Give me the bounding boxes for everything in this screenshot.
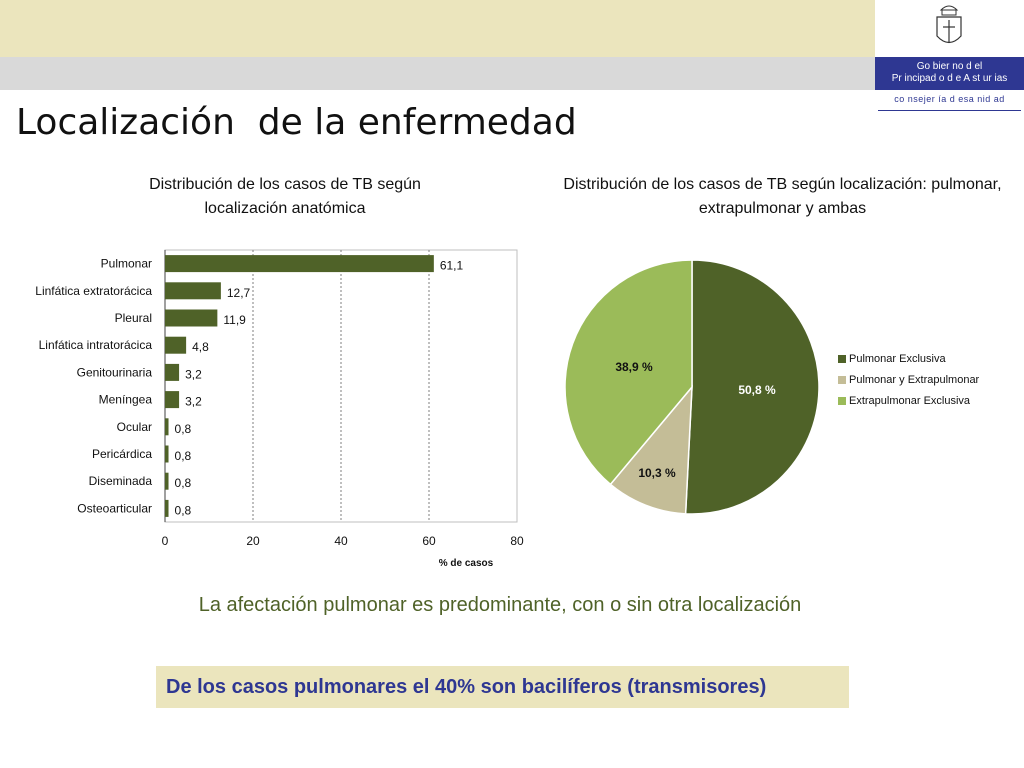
consejeria-label: co nsejer ía d esa nid ad	[894, 94, 1005, 104]
pie-legend: Pulmonar Exclusiva Pulmonar y Extrapulmon…	[838, 348, 979, 411]
bar-category-label: Linfática intratorácica	[39, 338, 153, 352]
bar-value-label: 0,8	[175, 449, 192, 463]
bar	[165, 445, 169, 463]
bar	[165, 472, 169, 490]
bar	[165, 255, 434, 273]
header-band	[0, 0, 875, 57]
bar-value-label: 3,2	[185, 367, 202, 381]
bar-x-tick-label: 60	[422, 534, 436, 548]
bar-x-axis-label: % de casos	[439, 558, 494, 569]
page-title: Localización de la enfermedad	[16, 102, 577, 143]
bar	[165, 282, 221, 300]
government-line-2: Pr incipad o d e A st ur ias	[891, 73, 1008, 84]
pie-slice-label: 50,8 %	[738, 383, 776, 397]
bar	[165, 309, 218, 327]
pie-legend-label: Pulmonar y Extrapulmonar	[849, 373, 980, 386]
bar-x-tick-label: 40	[334, 534, 348, 548]
coat-of-arms-icon	[936, 5, 962, 44]
bar-category-label: Pulmonar	[101, 257, 152, 271]
bar	[165, 418, 169, 436]
bar	[165, 391, 180, 409]
pie-slice	[564, 259, 693, 486]
bar-value-label: 11,9	[223, 313, 246, 327]
pie-legend-swatch	[838, 375, 846, 384]
bar-value-label: 0,8	[175, 503, 192, 517]
pie-legend-label: Extrapulmonar Exclusiva	[849, 394, 971, 407]
bar-category-label: Pericárdica	[92, 447, 152, 461]
bar-value-label: 3,2	[185, 395, 202, 409]
bar-value-label: 61,1	[440, 259, 464, 273]
government-line-1: Go bier no d el	[916, 61, 983, 72]
bar	[165, 363, 180, 381]
coat-of-arms-logo	[875, 0, 1024, 57]
consejeria-divider	[878, 110, 1021, 111]
bar-value-label: 12,7	[227, 286, 251, 300]
bar-category-label: Genitourinaria	[77, 365, 153, 379]
conclusion-text: La afectación pulmonar es predominante, …	[198, 594, 802, 616]
bar-category-label: Ocular	[117, 420, 152, 434]
bar-category-label: Diseminada	[89, 474, 153, 488]
pie-slice	[684, 259, 820, 515]
pie-legend-label: Pulmonar Exclusiva	[849, 352, 946, 365]
bar-value-label: 4,8	[192, 340, 209, 354]
highlight-box: De los casos pulmonares el 40% son bacil…	[156, 666, 849, 708]
bar-x-tick-label: 80	[510, 534, 524, 548]
bar-chart: 0 20 40 60 80 % de casos Pulmonar 61,1 Linfática…	[35, 249, 524, 569]
pie-legend-item: Extrapulmonar Exclusiva	[838, 390, 979, 411]
bar-x-tick-label: 0	[162, 534, 169, 548]
pie-chart: 50,8 % 10,3 % 38,9 %	[564, 259, 820, 515]
pie-legend-swatch	[838, 354, 846, 363]
pie-slice-label: 10,3 %	[638, 466, 676, 480]
header-grey-band	[0, 57, 1024, 90]
bar-chart-title: Distribución de los casos de TB según lo…	[149, 176, 421, 217]
pie-legend-item: Pulmonar Exclusiva	[838, 348, 979, 369]
pie-legend-item: Pulmonar y Extrapulmonar	[838, 369, 979, 390]
bar-category-label: Meníngea	[99, 393, 153, 407]
pie-chart-title: Distribución de los casos de TB según lo…	[563, 176, 1002, 217]
government-label: Go bier no d el Pr incipad o d e A st ur…	[875, 57, 1024, 90]
bar-category-label: Pleural	[115, 311, 152, 325]
pie-slice-label: 38,9 %	[615, 360, 653, 374]
bar	[165, 499, 169, 517]
bar-category-label: Linfática extratorácica	[35, 284, 152, 298]
bar-x-tick-label: 20	[246, 534, 260, 548]
bar-value-label: 0,8	[175, 476, 192, 490]
highlight-text: De los casos pulmonares el 40% son bacil…	[166, 675, 767, 698]
bar-category-label: Osteoarticular	[77, 501, 152, 515]
pie-slice	[609, 384, 693, 515]
bar-value-label: 0,8	[175, 422, 192, 436]
bar	[165, 336, 187, 354]
pie-legend-swatch	[838, 396, 846, 405]
